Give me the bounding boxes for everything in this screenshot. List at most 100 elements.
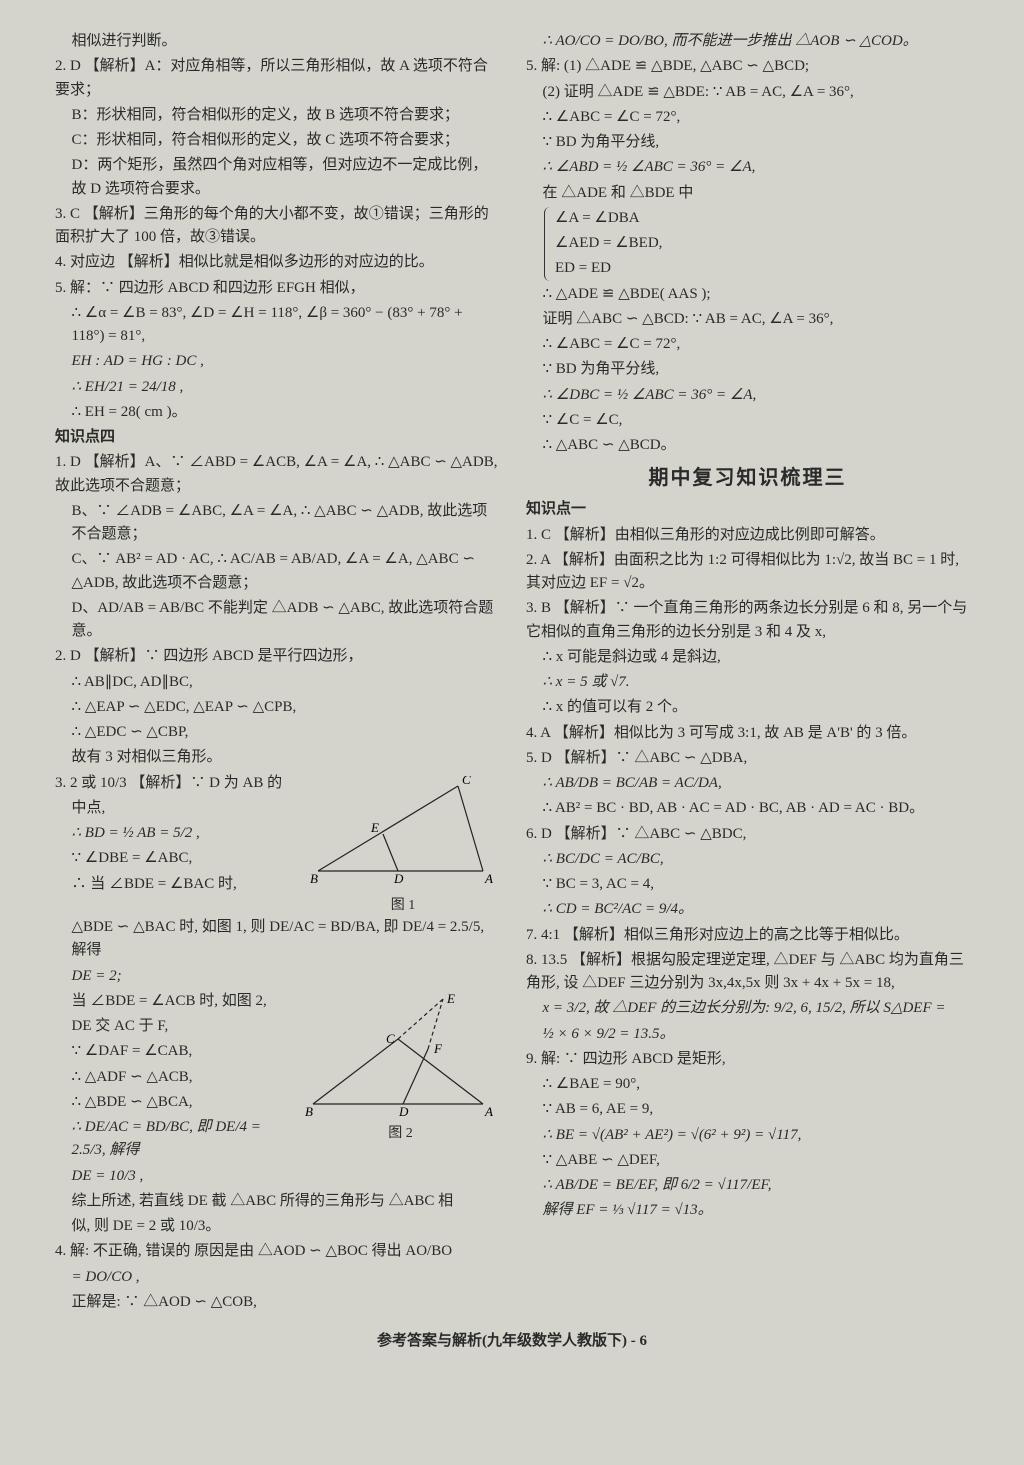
text-line: ∠AED = ∠BED, [555,232,969,255]
text-line: 3. C 【解析】三角形的每个角的大小都不变，故①错误；三角形的面积扩大了 10… [55,203,498,250]
text-line: ∴ EH/21 = 24/18 , [55,376,498,399]
svg-text:A: A [484,1104,493,1119]
fig1-caption: 图 1 [308,895,498,917]
text-line: C：形状相同，符合相似形的定义，故 C 选项不符合要求； [55,129,498,152]
two-column-layout: 相似进行判断。 2. D 【解析】A：对应角相等，所以三角形相似，故 A 选项不… [55,30,969,1316]
text-line: 综上所述, 若直线 DE 截 △ABC 所得的三角形与 △ABC 相 [55,1190,498,1213]
text-line: ∵ BD 为角平分线, [526,131,969,154]
text-line: ∵ BD 为角平分线, [526,358,969,381]
text-line: ½ × 6 × 9/2 = 13.5。 [526,1023,969,1046]
text-line: DE = 10/3 , [55,1165,297,1188]
text-line: D：两个矩形，虽然四个角对应相等，但对应边不一定成比例，故 D 选项符合要求。 [55,154,498,201]
text-line: ∴ 当 ∠BDE = ∠BAC 时, [55,873,302,896]
text-line: 1. D 【解析】A、∵ ∠ABD = ∠ACB, ∠A = ∠A, ∴ △AB… [55,451,498,498]
text-line: 当 ∠BDE = ∠ACB 时, 如图 2, [55,990,297,1013]
text-line: 3. 2 或 10/3 【解析】∵ D 为 AB 的 [55,772,302,795]
text-line: ∴ DE/AC = BD/BC, 即 DE/4 = 2.5/3, 解得 [55,1116,297,1163]
text-line: (2) 证明 △ADE ≌ △BDE: ∵ AB = AC, ∠A = 36°, [526,81,969,104]
text-line: C、∵ AB² = AD · AC, ∴ AC/AB = AB/AD, ∠A =… [55,548,498,595]
text-line: 2. D 【解析】∵ 四边形 ABCD 是平行四边形， [55,645,498,668]
text-line: 3. B 【解析】∵ 一个直角三角形的两条边长分别是 6 和 8, 另一个与它相… [526,597,969,644]
text-line: ∵ AB = 6, AE = 9, [526,1098,969,1121]
brace-system: ∠A = ∠DBA ∠AED = ∠BED, ED = ED [544,207,969,281]
text-line: EH : AD = HG : DC , [55,350,498,373]
text-line: 正解是: ∵ △AOD ∽ △COB, [55,1291,498,1314]
svg-text:B: B [305,1104,313,1119]
text-line: ∴ BD = ½ AB = 5/2 , [55,822,302,845]
text-line: D、AD/AB = AB/BC 不能判定 △ADB ∽ △ABC, 故此选项符合… [55,597,498,644]
text-line: ∠A = ∠DBA [555,207,969,230]
text-line: 8. 13.5 【解析】根据勾股定理逆定理, △DEF 与 △ABC 均为直角三… [526,949,969,996]
text-line: 1. C 【解析】由相似三角形的对应边成比例即可解答。 [526,524,969,547]
text-line: DE 交 AC 于 F, [55,1015,297,1038]
text-line: DE = 2; [55,965,498,988]
text-line: 解得 EF = ⅓ √117 = √13。 [526,1199,969,1222]
section-title: 期中复习知识梳理三 [526,463,969,494]
left-column: 相似进行判断。 2. D 【解析】A：对应角相等，所以三角形相似，故 A 选项不… [55,30,498,1316]
text-line: ∴ △BDE ∽ △BCA, [55,1091,297,1114]
svg-text:D: D [398,1104,409,1119]
text-line: 9. 解: ∵ 四边形 ABCD 是矩形, [526,1048,969,1071]
text-line: ∴ ∠BAE = 90°, [526,1073,969,1096]
svg-text:F: F [433,1041,443,1056]
fig2-caption: 图 2 [303,1123,498,1145]
text-line: B、∵ ∠ADB = ∠ABC, ∠A = ∠A, ∴ △ABC ∽ △ADB,… [55,500,498,547]
svg-text:E: E [370,820,379,835]
text-line: ∴ AB² = BC · BD, AB · AC = AD · BC, AB ·… [526,797,969,820]
row-q3-fig2: 当 ∠BDE = ∠ACB 时, 如图 2, DE 交 AC 于 F, ∵ ∠D… [55,990,498,1190]
text-line: 在 △ADE 和 △BDE 中 [526,182,969,205]
svg-text:C: C [462,776,471,787]
text-line: ∴ x 可能是斜边或 4 是斜边, [526,646,969,669]
text-line: ∴ ∠ABC = ∠C = 72°, [526,333,969,356]
right-column: ∴ AO/CO = DO/BO, 而不能进一步推出 △AOB ∽ △COD。 5… [526,30,969,1316]
text-line: 证明 △ABC ∽ △BCD: ∵ AB = AC, ∠A = 36°, [526,308,969,331]
text-line: ∴ BC/DC = AC/BC, [526,848,969,871]
text-line: 7. 4:1 【解析】相似三角形对应边上的高之比等于相似比。 [526,924,969,947]
svg-text:C: C [386,1031,395,1046]
text-line: ∴ ∠ABC = ∠C = 72°, [526,106,969,129]
text-line: ∴ ∠DBC = ½ ∠ABC = 36° = ∠A, [526,384,969,407]
text-line: 5. D 【解析】∵ △ABC ∽ △DBA, [526,747,969,770]
text-line: 4. 对应边 【解析】相似比就是相似多边形的对应边的比。 [55,251,498,274]
text-line: 6. D 【解析】∵ △ABC ∽ △BDC, [526,823,969,846]
text-line: B：形状相同，符合相似形的定义，故 B 选项不符合要求； [55,104,498,127]
triangle-fig2-svg: B D A C F E [303,994,498,1119]
svg-text:E: E [446,994,455,1006]
svg-text:D: D [393,871,404,886]
text-line: ∴ △EDC ∽ △CBP, [55,721,498,744]
text-line: 5. 解：∵ 四边形 ABCD 和四边形 EFGH 相似， [55,277,498,300]
page-footer: 参考答案与解析(九年级数学人教版下) - 6 [55,1330,969,1353]
text-line: ∵ BC = 3, AC = 4, [526,873,969,896]
text-line: = DO/CO , [55,1266,498,1289]
figure-1: BDACE 图 1 [308,772,498,917]
text-line: ∴ AO/CO = DO/BO, 而不能进一步推出 △AOB ∽ △COD。 [526,30,969,53]
text-line: ∴ ∠ABD = ½ ∠ABC = 36° = ∠A, [526,156,969,179]
text-line: ∵ △ABE ∽ △DEF, [526,1149,969,1172]
text-line: 似, 则 DE = 2 或 10/3。 [55,1215,498,1238]
triangle-fig1-svg: BDACE [308,776,498,891]
text-line: 5. 解: (1) △ADE ≌ △BDE, △ABC ∽ △BCD; [526,55,969,78]
text-line: 4. A 【解析】相似比为 3 可写成 3:1, 故 AB 是 A'B' 的 3… [526,722,969,745]
text-line: 中点, [55,797,302,820]
text-line: ∵ ∠C = ∠C, [526,409,969,432]
text-line: ∴ △ADF ∽ △ACB, [55,1066,297,1089]
text-line: △BDE ∽ △BAC 时, 如图 1, 则 DE/AC = BD/BA, 即 … [55,916,498,963]
text-line: ∴ △EAP ∽ △EDC, △EAP ∽ △CPB, [55,696,498,719]
text-line: ED = ED [555,257,969,280]
text-line: 2. A 【解析】由面积之比为 1:2 可得相似比为 1:√2, 故当 BC =… [526,549,969,596]
row-q3-fig1: 3. 2 或 10/3 【解析】∵ D 为 AB 的 中点, ∴ BD = ½ … [55,772,498,917]
text-line: ∴ AB/DE = BE/EF, 即 6/2 = √117/EF, [526,1174,969,1197]
text-line: ∴ AB/DB = BC/AB = AC/DA, [526,772,969,795]
text-line: ∴ BE = √(AB² + AE²) = √(6² + 9²) = √117, [526,1124,969,1147]
text-line: ∵ ∠DAF = ∠CAB, [55,1040,297,1063]
text-line: ∵ ∠DBE = ∠ABC, [55,847,302,870]
text-line: ∴ △ADE ≌ △BDE( AAS ); [526,283,969,306]
text-line: 2. D 【解析】A：对应角相等，所以三角形相似，故 A 选项不符合要求； [55,55,498,102]
heading-kp4: 知识点四 [55,426,498,449]
text-line: ∴ CD = BC²/AC = 9/4。 [526,898,969,921]
text-line: 4. 解: 不正确, 错误的 原因是由 △AOD ∽ △BOC 得出 AO/BO [55,1240,498,1263]
heading-kp1: 知识点一 [526,498,969,521]
text-line: ∴ x 的值可以有 2 个。 [526,696,969,719]
text-line: 故有 3 对相似三角形。 [55,746,498,769]
text-line: ∴ AB∥DC, AD∥BC, [55,671,498,694]
